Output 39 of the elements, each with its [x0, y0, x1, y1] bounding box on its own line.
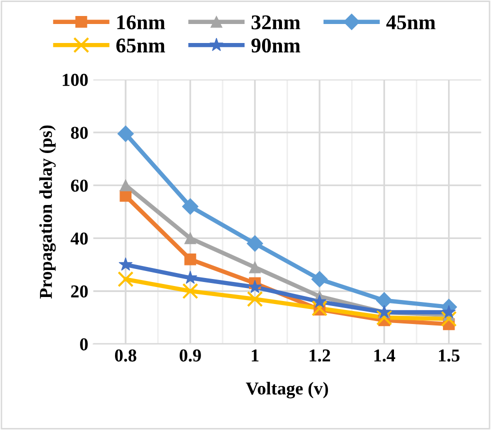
point: [440, 310, 457, 327]
x-tick-label: 0.8: [115, 349, 136, 362]
point: [311, 271, 328, 288]
point: [249, 261, 261, 274]
legend-label: 45nm: [386, 15, 436, 30]
point: [246, 235, 264, 252]
point: [312, 300, 328, 316]
legend-label: 65nm: [116, 38, 166, 53]
point: [442, 304, 456, 318]
x-tick-label: 1.5: [439, 349, 460, 362]
point: [120, 190, 132, 202]
x-tick-label: 0.9: [180, 349, 201, 362]
point: [120, 179, 132, 192]
y-axis-title: Propagation delay (ps): [39, 125, 56, 299]
x-tick-label: 1.2: [310, 349, 330, 362]
x-axis-title: Voltage (v): [246, 382, 328, 398]
y-tick-label: 0: [80, 338, 88, 350]
y-tick-label: 60: [70, 180, 88, 192]
y-tick-label: 100: [62, 74, 88, 86]
x-tick-label: 1: [252, 349, 258, 362]
point: [312, 294, 327, 308]
point: [376, 292, 392, 309]
point: [184, 232, 196, 244]
point: [376, 310, 392, 326]
point: [182, 283, 198, 300]
legend-label: 90nm: [251, 38, 300, 53]
y-tick-label: 20: [71, 285, 88, 298]
point: [246, 291, 263, 308]
point: [184, 253, 196, 266]
legend-label: 32nm: [252, 15, 300, 30]
point: [118, 271, 134, 288]
point: [182, 198, 198, 215]
point: [118, 257, 133, 271]
x-tick-label: 1.4: [374, 349, 396, 362]
legend-label: 16nm: [117, 15, 166, 30]
y-tick-label: 80: [70, 126, 88, 139]
y-tick-label: 40: [70, 232, 88, 245]
point: [248, 280, 262, 294]
point: [117, 126, 134, 142]
